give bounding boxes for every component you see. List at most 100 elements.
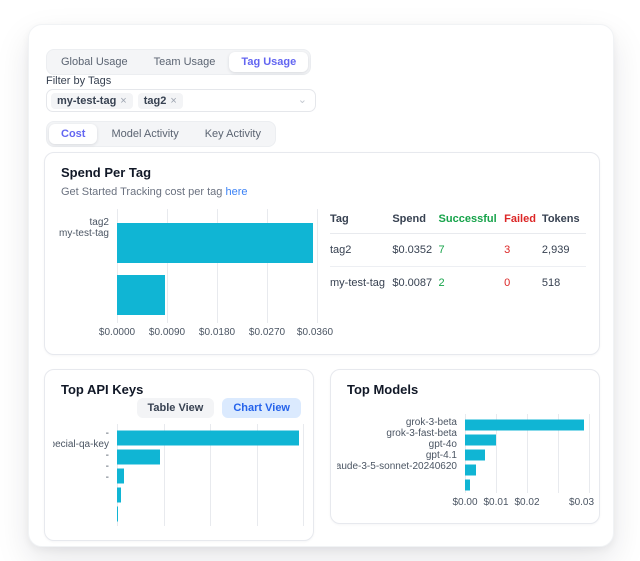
category-label: pecial-qa-key xyxy=(53,439,109,450)
gridline xyxy=(317,209,318,323)
bar-row xyxy=(465,477,589,492)
bar-gpt-4o xyxy=(465,449,485,460)
x-tick-label: $0.03 xyxy=(569,497,595,508)
spend-per-tag-subtitle: Get Started Tracking cost per tag here xyxy=(61,186,248,198)
column-header-successful: Successful xyxy=(438,207,505,234)
gridline xyxy=(163,424,165,526)
chevron-down-icon: ⌄ xyxy=(297,94,307,106)
category-label: gpt-4o xyxy=(428,439,457,450)
bar-my-test-tag xyxy=(117,275,166,315)
top-models-card: Top Models grok-3-beta grok-3-fast-beta gp… xyxy=(330,369,600,524)
cell-tokens: 518 xyxy=(541,277,561,289)
usage-tab-group: Global Usage Team Usage Tag Usage xyxy=(46,49,312,75)
bar-row xyxy=(465,462,589,477)
x-tick-label: $0.00 xyxy=(452,497,478,508)
here-link[interactable]: here xyxy=(225,186,248,198)
table-view-button[interactable]: Table View xyxy=(136,398,215,418)
cell-tokens: 2,939 xyxy=(541,233,586,267)
plot-area xyxy=(117,209,318,323)
tag-filter-select[interactable]: my-test-tag × tag2 × ⌄ xyxy=(46,89,316,112)
subtitle-text: Get Started Tracking cost per tag xyxy=(61,186,226,198)
cell-spend: $0.0352 xyxy=(392,233,439,267)
x-tick-label: $0.01 xyxy=(483,497,509,508)
spend-per-tag-card: Spend Per Tag Get Started Tracking cost … xyxy=(44,152,600,355)
category-label: - xyxy=(105,428,109,439)
top-models-title: Top Models xyxy=(347,382,419,397)
x-tick-label: $0.0360 xyxy=(296,327,334,338)
category-label: grok-3-fast-beta xyxy=(386,428,457,439)
spend-table: Tag Spend Successful Failed Tokens tag2 $0.03… xyxy=(330,207,586,299)
cell-successful: 7 xyxy=(438,233,505,267)
plot-area xyxy=(465,414,590,493)
column-header-tokens: Tokens xyxy=(541,207,586,234)
tab-tag-usage[interactable]: Tag Usage xyxy=(229,52,309,72)
tab-global-usage[interactable]: Global Usage xyxy=(61,56,128,68)
tag-chip-my-test-tag[interactable]: my-test-tag × xyxy=(51,92,133,109)
tab-cost[interactable]: Cost xyxy=(49,124,98,144)
cell-successful: 2 xyxy=(438,277,445,289)
x-tick-label: $0.0270 xyxy=(248,327,286,338)
category-label: gpt-4.1 xyxy=(425,450,457,461)
view-tab-group: Cost Model Activity Key Activity xyxy=(46,121,276,147)
y-axis-labels: grok-3-beta grok-3-fast-beta gpt-4o gpt-4.1… xyxy=(337,414,465,509)
bar-row xyxy=(117,504,303,523)
top-api-keys-title: Top API Keys xyxy=(61,382,144,397)
y-axis-labels: - pecial-qa-key - - - xyxy=(53,424,117,526)
gridline xyxy=(589,414,590,493)
bar-row xyxy=(117,217,317,269)
filter-by-tags-label: Filter by Tags xyxy=(46,75,112,87)
cell-failed: 0 xyxy=(504,277,511,289)
category-label: - xyxy=(105,472,109,483)
tab-model-activity[interactable]: Model Activity xyxy=(111,128,179,140)
cell-failed: 3 xyxy=(504,233,542,267)
x-tick-label: $0.02 xyxy=(514,497,540,508)
tab-key-activity[interactable]: Key Activity xyxy=(204,128,261,140)
tag-chip-tag2[interactable]: tag2 × xyxy=(137,92,183,109)
bar-grok-3-fast-beta xyxy=(465,434,496,445)
gridline xyxy=(167,209,168,323)
bar-row xyxy=(117,466,303,485)
gridline xyxy=(558,414,559,493)
bar-row xyxy=(117,485,303,504)
column-header-tag: Tag xyxy=(330,207,393,234)
chart-view-button[interactable]: Chart View xyxy=(222,398,301,418)
bar-- xyxy=(117,487,122,502)
bar-row xyxy=(465,417,589,432)
remove-tag-icon[interactable]: × xyxy=(170,94,177,107)
gridline xyxy=(256,424,258,526)
remove-tag-icon[interactable]: × xyxy=(120,94,127,107)
category-label: - xyxy=(105,450,109,461)
bar-row xyxy=(117,447,303,466)
table-row: my-test-tag $0.0087 2 0 518 xyxy=(330,267,586,300)
bar-gpt-4.1 xyxy=(465,464,476,475)
bar-row xyxy=(465,447,589,462)
view-toggle: Table View Chart View xyxy=(136,398,301,418)
gridline xyxy=(303,424,304,526)
column-header-spend: Spend xyxy=(392,207,439,234)
bar-grok-3-beta xyxy=(465,419,584,430)
bar-row xyxy=(117,269,317,321)
tab-team-usage[interactable]: Team Usage xyxy=(153,56,216,68)
column-header-failed: Failed xyxy=(504,207,542,234)
spend-per-tag-title: Spend Per Tag xyxy=(61,165,152,180)
bar-row xyxy=(465,432,589,447)
bar-claude-3-5-sonnet-20240620 xyxy=(465,479,470,490)
tag-chip-label: tag2 xyxy=(143,94,167,107)
cell-tag: tag2 xyxy=(330,233,393,267)
table-header-row: Tag Spend Successful Failed Tokens xyxy=(330,207,586,234)
gridline xyxy=(527,414,528,493)
table-body: tag2 $0.0352 7 3 2,939 my-test-tag $0.0087 2 0 51… xyxy=(330,233,586,300)
bar-row xyxy=(117,428,303,447)
category-label: claude-3-5-sonnet-20240620 xyxy=(337,461,457,472)
dashboard-window: Global Usage Team Usage Tag Usage Filter… xyxy=(28,24,614,547)
cell-tag: my-test-tag xyxy=(330,277,386,289)
gridline xyxy=(496,414,497,493)
y-axis-labels: tag2 my-test-tag xyxy=(53,209,117,339)
x-axis-ticks: $0.00 $0.01 $0.02 $0.03 xyxy=(452,493,594,509)
top-models-chart: grok-3-beta grok-3-fast-beta gpt-4o gpt-4.1… xyxy=(337,414,594,509)
table-row: tag2 $0.0352 7 3 2,939 xyxy=(330,233,586,267)
category-label: grok-3-beta xyxy=(405,417,457,428)
spend-per-tag-chart: tag2 my-test-tag $0.0000 $0.0090 $0.0180 $0.… xyxy=(53,209,333,339)
bar-- xyxy=(117,430,299,445)
gridline xyxy=(210,424,211,526)
